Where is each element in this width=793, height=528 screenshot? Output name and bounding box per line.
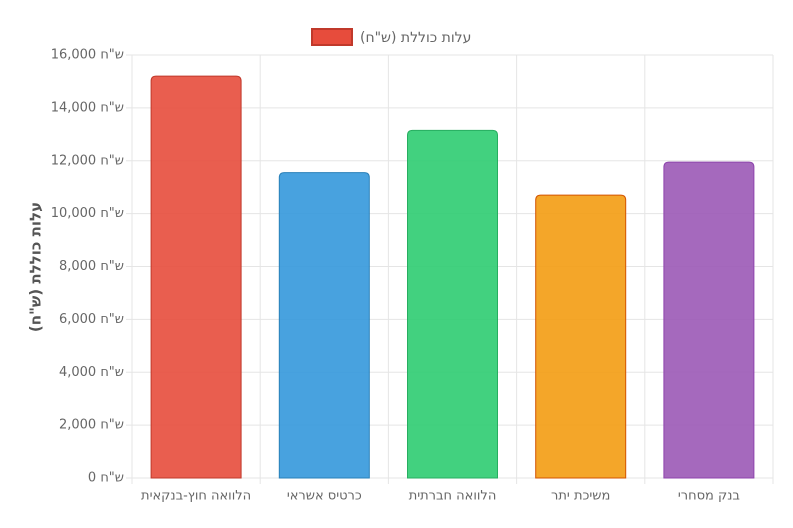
y-tick-label: 10,000 ש"ח [51, 206, 124, 221]
y-tick-label: 14,000 ש"ח [51, 100, 124, 115]
y-axis-title: עלות כוללת (ש"ח) [27, 202, 45, 332]
y-tick-label: 16,000 ש"ח [51, 48, 124, 63]
x-tick-label: כרטיס אשראי [287, 489, 362, 504]
bar [535, 194, 627, 479]
bar [278, 172, 370, 479]
y-tick-label: 6,000 ש"ח [59, 312, 124, 327]
y-tick-label: 4,000 ש"ח [59, 365, 124, 380]
bar [150, 75, 242, 479]
x-tick-label: הלוואה חברתית [409, 489, 497, 504]
bar [407, 129, 498, 479]
legend-label: עלות כוללת (ש"ח) [360, 30, 471, 46]
y-tick-label: 0 ש"ח [88, 471, 124, 486]
bar [663, 161, 755, 479]
legend-swatch [311, 28, 353, 46]
x-tick-label: הלוואה חוץ-בנקאית [141, 489, 251, 504]
x-tick-label: בנק מסחרי [678, 489, 740, 504]
x-tick-label: משיכת יתר [551, 489, 610, 504]
y-tick-label: 8,000 ש"ח [59, 259, 124, 274]
y-tick-label: 12,000 ש"ח [51, 153, 124, 168]
y-tick-label: 2,000 ש"ח [59, 418, 124, 433]
